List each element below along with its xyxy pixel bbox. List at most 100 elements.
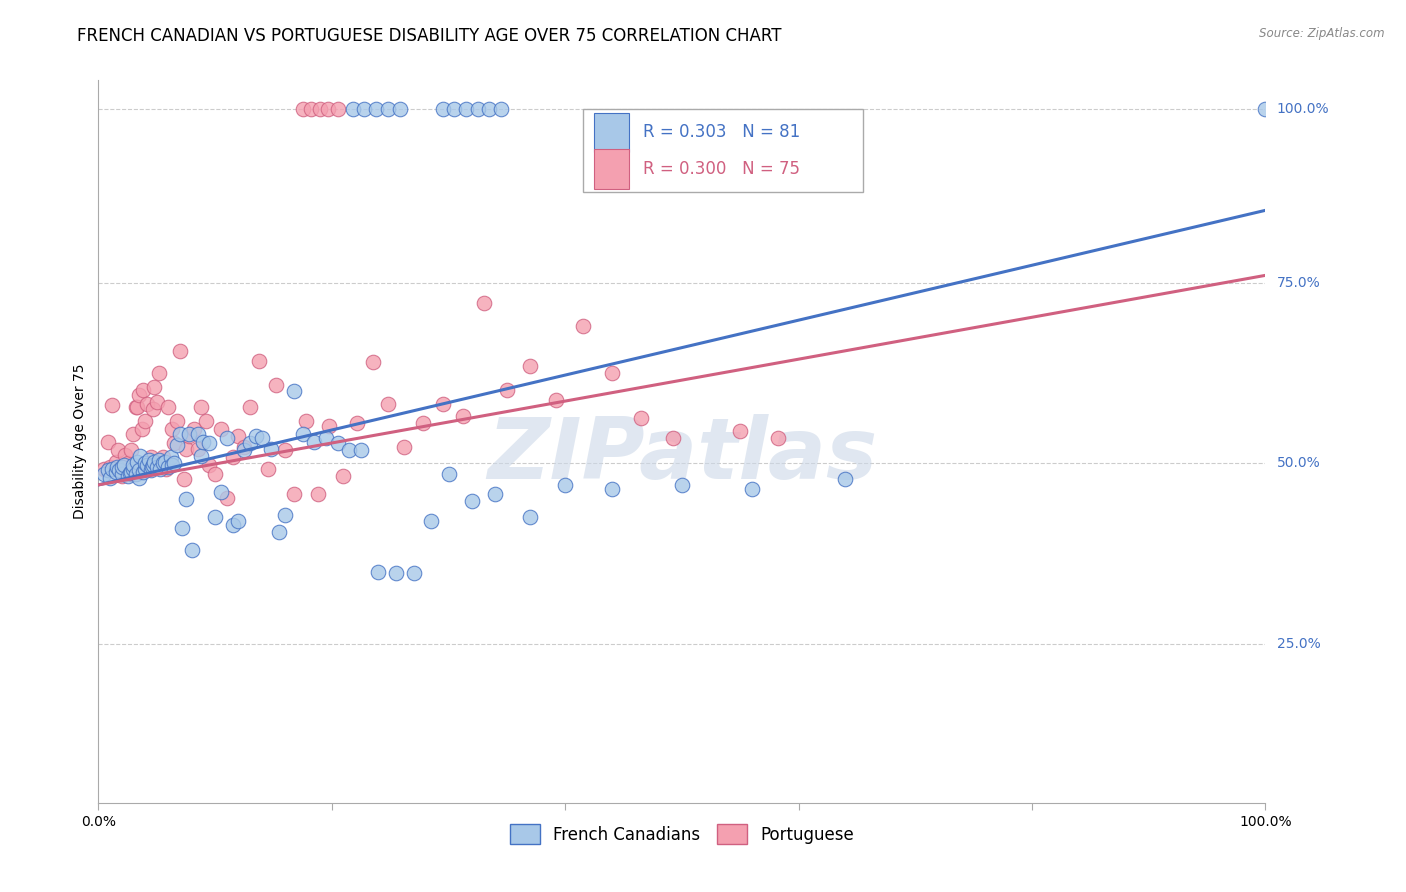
- Point: [139, 463, 162, 477]
- Point: [122, 462, 145, 476]
- Point: [695, 163, 717, 178]
- Point: [467, 102, 489, 116]
- Point: [111, 469, 134, 483]
- Point: [291, 427, 314, 442]
- Point: [274, 508, 297, 523]
- Point: [183, 421, 205, 435]
- Point: [661, 431, 683, 445]
- Point: [443, 102, 465, 116]
- Point: [221, 517, 243, 532]
- Point: [190, 449, 212, 463]
- Legend: French Canadians, Portuguese: French Canadians, Portuguese: [505, 820, 859, 848]
- Text: R = 0.300   N = 75: R = 0.300 N = 75: [644, 160, 800, 178]
- Point: [132, 383, 155, 397]
- Point: [131, 421, 153, 435]
- Point: [111, 467, 134, 481]
- Point: [134, 414, 156, 428]
- Point: [519, 359, 541, 373]
- Point: [125, 455, 148, 469]
- Point: [148, 366, 170, 380]
- Point: [169, 344, 191, 359]
- Point: [98, 470, 121, 484]
- Point: [157, 459, 180, 474]
- Point: [388, 102, 411, 116]
- Point: [291, 102, 314, 116]
- Point: [461, 493, 484, 508]
- Point: [114, 448, 136, 462]
- Point: [152, 450, 174, 465]
- Point: [337, 443, 360, 458]
- Point: [318, 418, 340, 433]
- Point: [204, 510, 226, 524]
- Point: [194, 414, 217, 428]
- Point: [484, 486, 506, 500]
- Point: [163, 436, 186, 450]
- Point: [451, 409, 474, 424]
- Point: [108, 463, 131, 477]
- Point: [104, 455, 127, 469]
- Point: [215, 431, 238, 445]
- Point: [166, 438, 188, 452]
- Point: [128, 470, 150, 484]
- Point: [187, 442, 209, 456]
- Point: [163, 456, 186, 470]
- Point: [437, 467, 460, 481]
- Point: [342, 102, 364, 116]
- FancyBboxPatch shape: [582, 109, 863, 193]
- Point: [160, 421, 183, 435]
- Point: [139, 450, 162, 465]
- Point: [239, 436, 262, 450]
- Point: [250, 431, 273, 445]
- Point: [269, 524, 291, 539]
- Point: [120, 443, 142, 458]
- Point: [174, 492, 197, 507]
- Point: [166, 414, 188, 428]
- Point: [318, 102, 340, 116]
- Point: [544, 392, 567, 407]
- Point: [105, 459, 128, 474]
- Point: [209, 421, 232, 435]
- Point: [304, 434, 326, 449]
- Point: [478, 102, 501, 116]
- Point: [146, 394, 169, 409]
- Point: [249, 353, 271, 368]
- Point: [1254, 102, 1277, 116]
- Point: [122, 427, 145, 442]
- Point: [125, 400, 148, 414]
- Point: [198, 436, 221, 450]
- Point: [299, 102, 322, 116]
- Point: [260, 442, 283, 456]
- Point: [125, 400, 148, 414]
- Point: [264, 378, 287, 392]
- Point: [160, 458, 183, 472]
- Point: [153, 455, 176, 469]
- Y-axis label: Disability Age Over 75: Disability Age Over 75: [73, 364, 87, 519]
- Point: [118, 467, 141, 481]
- Point: [107, 443, 129, 458]
- Point: [274, 443, 297, 458]
- Point: [385, 566, 408, 580]
- Point: [432, 397, 454, 411]
- Point: [377, 102, 399, 116]
- Text: ZIPatlas: ZIPatlas: [486, 415, 877, 498]
- Point: [315, 431, 337, 445]
- Point: [179, 429, 201, 443]
- Point: [173, 472, 195, 486]
- Point: [143, 455, 166, 469]
- Point: [630, 411, 652, 425]
- Point: [730, 424, 752, 438]
- Point: [420, 514, 443, 528]
- Point: [117, 469, 139, 483]
- Point: [326, 102, 349, 116]
- Point: [136, 397, 159, 411]
- Point: [93, 467, 115, 481]
- Point: [120, 465, 142, 479]
- Point: [307, 486, 329, 500]
- Point: [309, 102, 332, 116]
- Point: [193, 434, 215, 449]
- Point: [766, 431, 789, 445]
- Point: [295, 414, 318, 428]
- Point: [111, 459, 134, 474]
- Point: [118, 467, 141, 481]
- Point: [392, 440, 415, 454]
